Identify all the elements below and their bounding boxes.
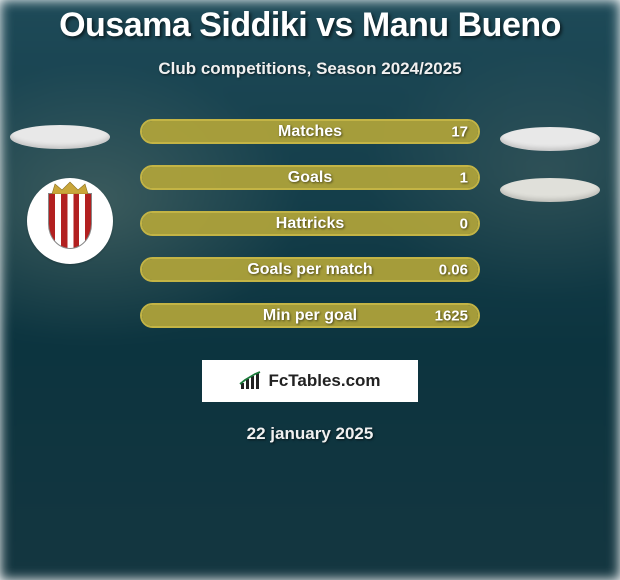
stat-label: Goals per match [247,261,372,279]
stat-row: Matches 17 [140,119,480,144]
subtitle: Club competitions, Season 2024/2025 [158,59,461,79]
stats-rows: Matches 17 Goals 1 Hattricks 0 Goals per match… [0,119,620,328]
stat-row: Goals per match 0.06 [140,257,480,282]
brand-badge: FcTables.com [202,360,418,402]
page-title: Ousama Siddiki vs Manu Bueno [59,6,561,45]
stat-row: Min per goal 1625 [140,303,480,328]
stat-label: Matches [278,123,342,141]
brand-text: FcTables.com [268,371,380,391]
stat-value: 0.06 [439,261,468,278]
stat-label: Goals [288,169,332,187]
infographic-container: Ousama Siddiki vs Manu Bueno Club compet… [0,0,620,580]
date-text: 22 january 2025 [247,424,374,444]
stat-value: 0 [460,215,468,232]
stat-value: 1625 [435,307,468,324]
stat-value: 17 [451,123,468,140]
stat-row: Goals 1 [140,165,480,190]
stat-row: Hattricks 0 [140,211,480,236]
bar-chart-icon [239,371,263,391]
stat-label: Min per goal [263,307,357,325]
stat-value: 1 [460,169,468,186]
stat-label: Hattricks [276,215,344,233]
